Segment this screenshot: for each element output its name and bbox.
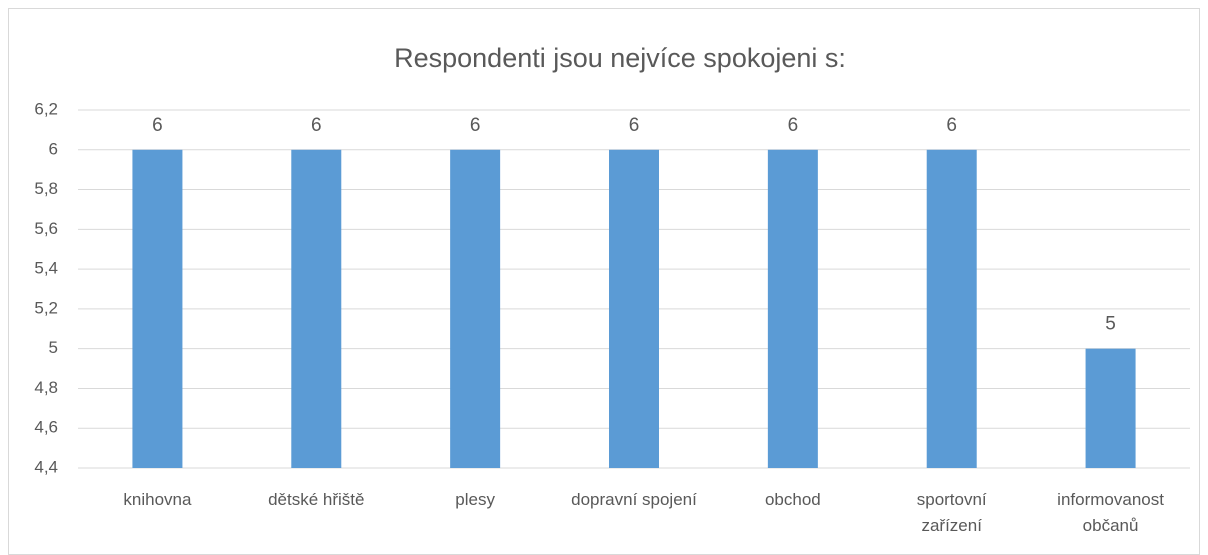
data-label: 5 — [1105, 314, 1116, 335]
bar — [767, 149, 818, 468]
data-label: 6 — [946, 115, 957, 136]
chart-border — [8, 8, 1200, 555]
x-tick-label: informovanost občanů — [1057, 490, 1164, 535]
y-tick-label: 4,8 — [34, 378, 58, 397]
x-tick-label: dětské hřiště — [268, 490, 365, 509]
bar — [926, 149, 977, 468]
bar — [609, 149, 659, 468]
bar — [132, 149, 183, 468]
y-tick-label: 4,6 — [34, 418, 58, 437]
data-label: 6 — [311, 115, 322, 136]
x-tick-label: obchod — [764, 490, 821, 509]
data-label: 6 — [470, 115, 481, 136]
y-tick-label: 6 — [49, 139, 58, 158]
y-tick-label: 5,2 — [34, 298, 58, 317]
y-tick-label: 4,4 — [34, 457, 58, 476]
data-label: 6 — [788, 115, 799, 136]
x-tick-label: plesy — [455, 490, 495, 509]
y-tick-label: 5,8 — [34, 179, 58, 198]
chart-title: Respondenti jsou nejvíce spokojeni s: — [394, 43, 846, 73]
y-tick-label: 5 — [49, 338, 58, 357]
y-tick-label: 6,2 — [34, 99, 58, 118]
y-tick-label: 5,6 — [34, 219, 58, 238]
data-label: 6 — [629, 115, 640, 136]
y-tick-label: 5,4 — [34, 259, 58, 278]
data-label: 6 — [152, 115, 163, 136]
bar — [291, 149, 342, 468]
bar — [1085, 348, 1136, 468]
bar — [450, 149, 501, 468]
x-tick-label: knihovna — [123, 490, 192, 509]
x-tick-label: sportovní zařízení — [916, 490, 987, 535]
x-tick-label: dopravní spojení — [571, 490, 697, 509]
